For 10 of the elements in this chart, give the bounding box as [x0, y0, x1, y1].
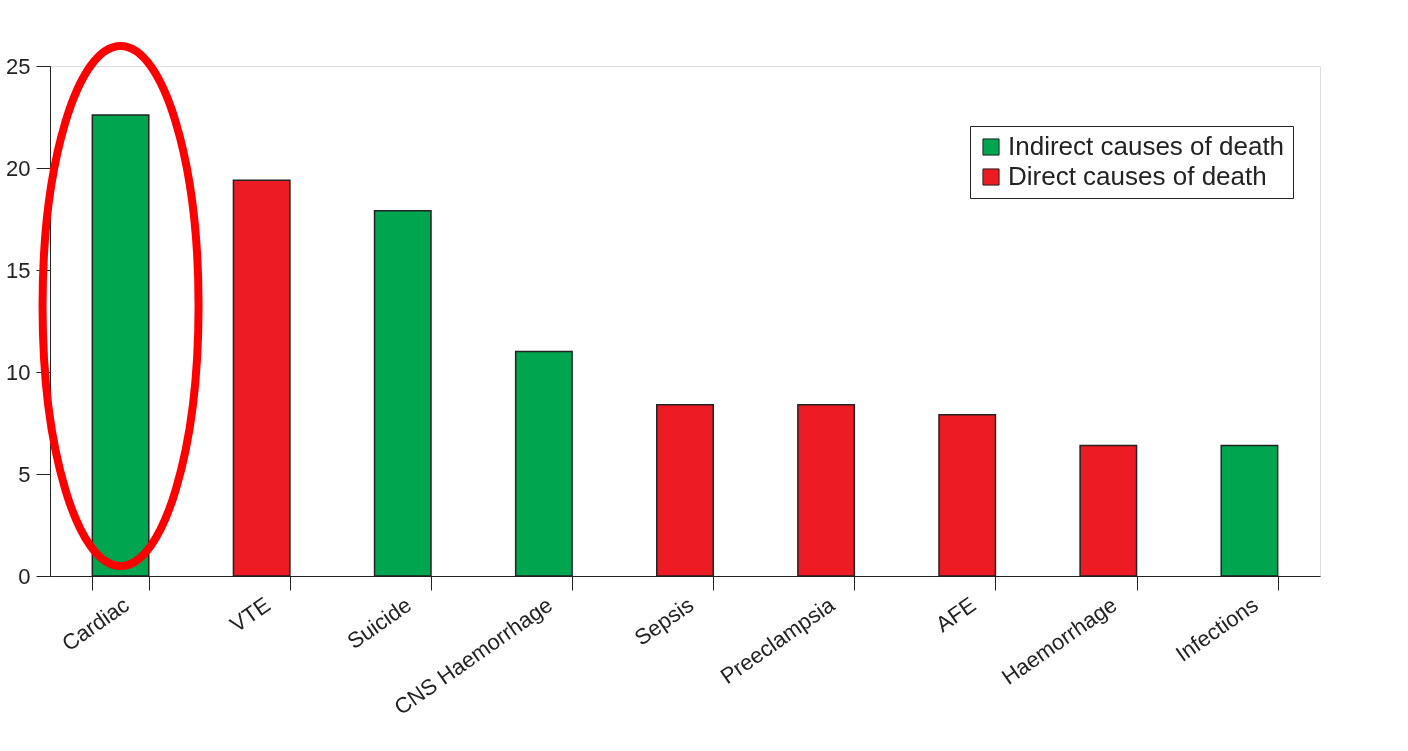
y-tick-label: 25 — [6, 53, 31, 79]
legend-label: Direct causes of death — [1008, 161, 1267, 191]
y-tick-label: 10 — [6, 359, 31, 385]
legend-label: Indirect causes of death — [1008, 131, 1285, 161]
y-tick-label: 20 — [6, 155, 31, 181]
y-tick-label: 15 — [6, 257, 31, 283]
x-tick-label: VTE — [225, 592, 275, 638]
y-tick-label: 0 — [18, 563, 31, 589]
y-tick-label: 5 — [18, 461, 31, 487]
x-tick-label: AFE — [930, 592, 981, 638]
